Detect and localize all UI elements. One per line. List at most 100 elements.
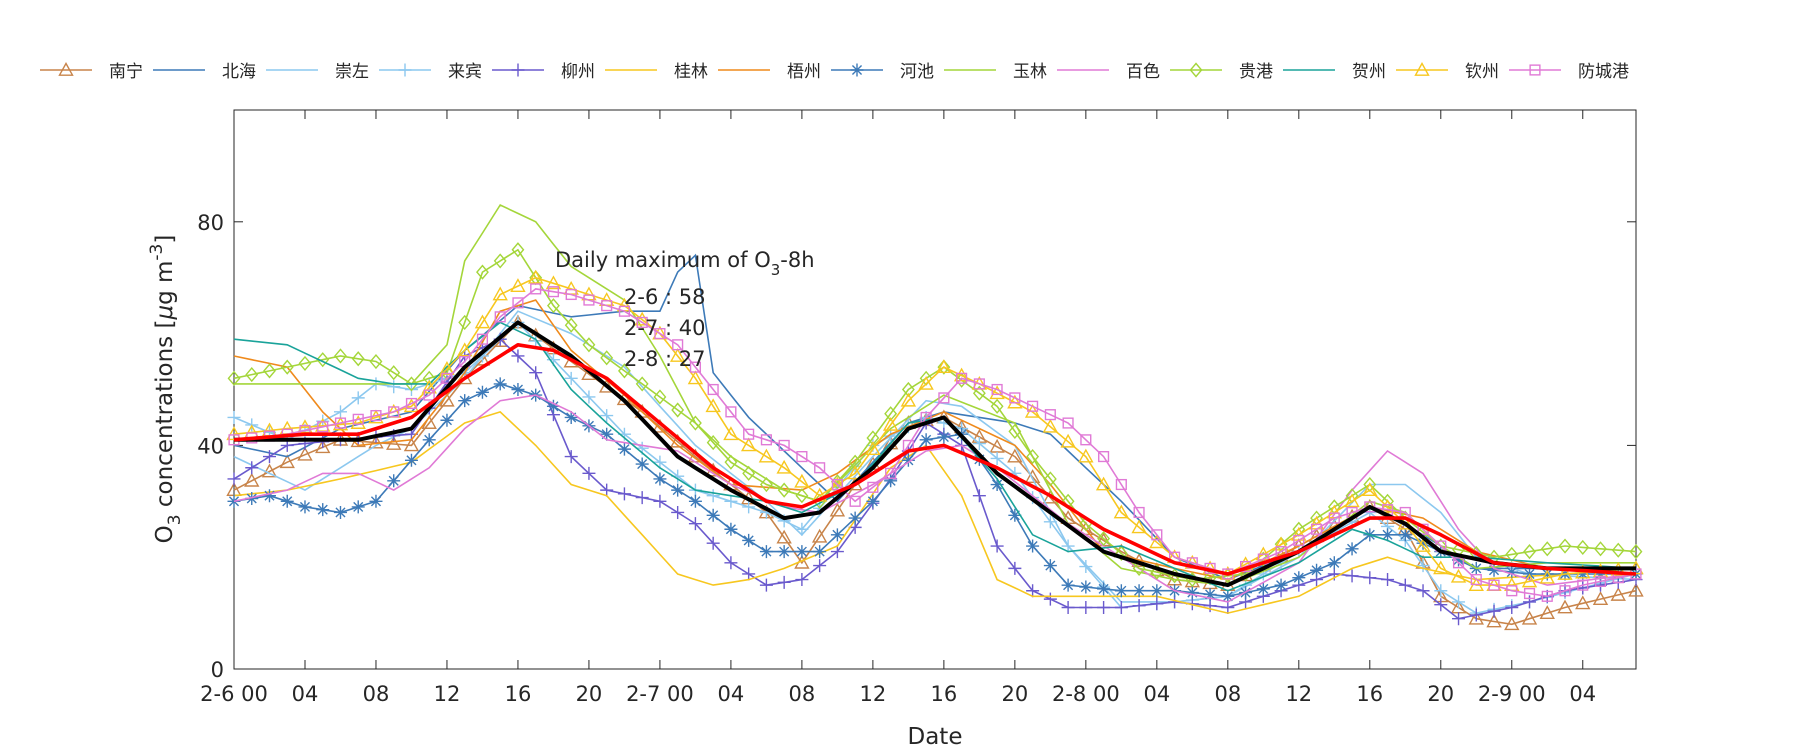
data-point [990,478,1004,492]
data-point [882,416,899,431]
x-tick-label: 2-8 00 [1052,682,1120,706]
data-point [705,398,721,413]
data-point [1345,542,1359,556]
data-point [723,426,739,441]
legend-entry: 南宁 [40,62,143,82]
data-point [1024,469,1041,483]
data-point [1061,578,1075,592]
x-tick-label: 20 [1001,682,1028,706]
legend-label: 百色 [1126,62,1160,82]
data-point [1042,418,1059,433]
data-point [1541,590,1553,602]
plot-area [233,109,1637,670]
data-point [1026,584,1040,598]
data-point [1433,560,1449,575]
legend-label: 玉林 [1013,62,1047,82]
data-point [953,367,970,382]
data-point [936,359,952,374]
data-point [636,316,648,328]
data-point [972,437,986,451]
data-point [1203,587,1217,601]
legend-entry: 玉林 [944,62,1047,82]
data-point [1529,64,1541,76]
data-point [387,474,401,488]
x-tick-label: 04 [1143,682,1170,706]
data-point [493,253,507,269]
data-point [885,467,897,479]
data-point [351,500,365,514]
data-point [778,439,790,451]
legend-label: 柳州 [561,62,595,82]
data-point [244,472,260,487]
data-point [398,63,412,77]
data-point [1133,506,1145,519]
data-point [759,578,773,592]
data-point [777,575,791,589]
data-point [317,421,329,433]
data-point [901,453,915,467]
data-point [1559,585,1571,597]
data-point [475,385,489,399]
data-point [1398,528,1412,542]
data-point [1381,528,1395,542]
data-point [1398,578,1412,592]
data-point [458,394,472,408]
data-point [776,459,792,474]
data-point [1452,595,1466,609]
data-point [1079,601,1093,615]
series-7 [233,299,1637,581]
data-point [724,494,738,508]
data-point [617,442,631,456]
data-point [1558,538,1572,554]
data-point [1610,586,1626,601]
data-point [991,383,1003,396]
x-tick-label: 16 [505,682,532,706]
data-point [351,391,365,405]
data-point [742,500,756,514]
data-point [1594,541,1607,557]
data-point [1575,595,1591,610]
data-point [848,511,862,525]
data-point [1328,512,1340,524]
data-point [1434,598,1448,612]
data-point [1452,612,1466,626]
data-point [795,488,809,504]
legend-entry: 贵港 [1170,62,1273,82]
data-point [918,375,934,390]
data-point [1026,448,1040,465]
data-point [759,545,773,559]
data-point [653,472,667,486]
data-point [1540,567,1554,581]
data-point [1363,571,1377,585]
data-point [600,350,614,366]
data-point [1523,544,1536,560]
data-point [617,487,631,501]
data-point [333,405,347,419]
data-point [689,361,701,373]
annotation-line-3: 2-8 : 27 [624,347,705,371]
legend-entry: 河池 [831,62,934,82]
data-point [546,298,560,314]
data-point [1486,613,1502,628]
data-point [493,377,507,391]
data-point [1594,567,1608,581]
data-point [1557,566,1573,580]
data-point [494,311,506,323]
data-point [1345,569,1359,583]
x-axis-label: Date [908,724,963,750]
legend-entry: 柳州 [492,62,595,82]
data-point [582,466,596,480]
data-point [316,503,330,517]
x-tick-label: 16 [1356,682,1383,706]
x-tick-label: 08 [363,682,390,706]
data-point [1310,523,1323,535]
data-point [263,363,276,379]
data-point [600,427,614,441]
series-6 [233,410,1637,614]
data-point [760,434,772,446]
data-point [618,305,631,317]
data-point [776,529,792,544]
data-point [386,436,402,450]
data-point [1293,534,1305,547]
series-5 [227,332,1643,626]
